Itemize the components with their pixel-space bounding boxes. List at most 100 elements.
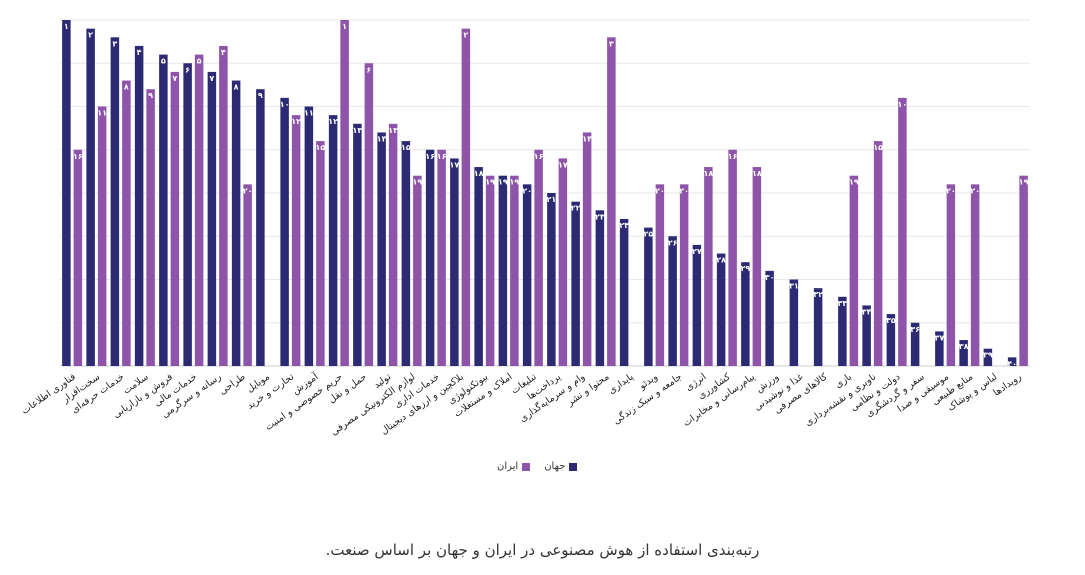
category-tick-label: رویدادها: [991, 371, 1024, 398]
bar-value-label-iran: ۱۶: [728, 152, 738, 161]
chart-legend: جهان ایران: [497, 461, 578, 472]
bar-iran: [946, 184, 956, 366]
bar-iran: [752, 167, 762, 366]
bar-world: [304, 106, 314, 366]
legend-label-iran: ایران: [497, 461, 519, 472]
bar-world: [207, 71, 217, 367]
bar-iran: [194, 54, 204, 366]
bar-value-label-iran: ۱۹: [485, 178, 495, 187]
bar-world: [838, 296, 847, 366]
bar-world: [425, 149, 435, 366]
bar-value-label-iran: ۱۸: [752, 169, 762, 178]
bar-world: [159, 54, 168, 366]
bar-value-label-world: ۷: [209, 74, 214, 83]
bar-world: [134, 45, 144, 366]
bar-iran: [582, 132, 592, 366]
bar-iran: [122, 80, 131, 367]
bar-iran: [97, 106, 107, 366]
bar-world: [692, 244, 702, 366]
bar-world: [377, 132, 386, 366]
bar-world: [522, 184, 532, 366]
bar-world: [668, 236, 677, 366]
bar-value-label-iran: ۲۰: [243, 186, 253, 195]
bar-value-label-world: ۱۸: [474, 169, 484, 178]
bar-value-label-iran: ۴: [221, 48, 226, 57]
bar-iran: [873, 141, 883, 366]
bar-value-label-iran: ۱۶: [73, 152, 83, 161]
bar-value-label-iran: ۱: [342, 22, 347, 31]
bar-value-label-iran: ۷: [172, 74, 177, 83]
bar-value-label-world: ۲۴: [619, 221, 629, 230]
bar-value-label-world: ۳۵: [886, 316, 896, 325]
bar-value-label-world: ۱۱: [304, 109, 314, 118]
legend-label-world: جهان: [544, 461, 566, 472]
bar-iran: [510, 175, 519, 366]
bar-world: [401, 141, 411, 366]
bar-world: [935, 331, 944, 366]
bar-iran: [146, 89, 155, 366]
bar-iran: [485, 175, 495, 366]
bar-value-label-iran: ۲: [463, 31, 468, 40]
bar-value-label-world: ۱۷: [449, 160, 459, 169]
bar-value-label-iran: ۱۹: [412, 178, 422, 187]
bar-value-label-iran: ۱۴: [582, 134, 592, 143]
bar-world: [644, 227, 653, 366]
bar-world: [62, 20, 71, 366]
bar-world: [474, 167, 483, 366]
bar-value-label-world: ۱۹: [498, 178, 508, 187]
bar-value-label-iran: ۱۹: [1019, 178, 1029, 187]
bar-value-label-world: ۳۲: [813, 290, 823, 299]
bar-world: [983, 348, 993, 366]
bar-iran: [704, 167, 713, 366]
bar-value-label-iran: ۱۱: [97, 109, 107, 118]
bar-iran: [340, 20, 349, 366]
bar-value-label-world: ۳۴: [862, 307, 872, 316]
bar-value-label-world: ۳۰: [765, 273, 775, 282]
bar-value-label-iran: ۱۵: [315, 143, 325, 152]
bar-value-label-iran: ۱۶: [437, 152, 447, 161]
bar-iran: [437, 149, 446, 366]
bar-iran: [898, 97, 907, 366]
bar-iran: [73, 149, 83, 366]
bar-value-label-world: ۱۵: [401, 143, 411, 152]
bar-value-label-world: ۳۱: [789, 282, 799, 291]
bar-value-label-iran: ۱۹: [509, 178, 519, 187]
bar-value-label-world: ۹: [258, 91, 263, 100]
bar-world: [886, 314, 896, 366]
bar-value-label-world: ۲۸: [716, 256, 726, 265]
bar-value-label-world: ۲۲: [571, 204, 581, 213]
bar-value-label-world: ۸: [234, 83, 239, 92]
bar-iran: [728, 149, 737, 366]
bar-value-label-iran: ۱۷: [558, 160, 568, 169]
bar-value-label-world: ۱۳: [352, 126, 362, 135]
bar-iran: [1019, 175, 1028, 366]
bar-value-label-world: ۳۸: [959, 342, 969, 351]
bar-value-label-iran: ۱۵: [873, 143, 883, 152]
bar-value-label-world: ۴۰: [1007, 359, 1017, 368]
bar-value-label-world: ۳۷: [934, 333, 944, 342]
bar-iran: [291, 115, 301, 367]
bar-world: [571, 201, 580, 366]
bar-world: [789, 279, 799, 366]
bar-iran: [655, 184, 665, 366]
figure-caption: رتبه‌بندی استفاده از هوش مصنوعی در ایران…: [325, 541, 760, 559]
bar-world: [110, 37, 120, 367]
bar-iran: [607, 37, 616, 367]
bar-world: [328, 115, 338, 367]
bar-iran: [413, 175, 422, 366]
bar-iran: [219, 45, 228, 366]
bar-world: [910, 322, 920, 366]
bar-world: [862, 305, 871, 366]
bar-world: [280, 97, 289, 366]
bar-value-label-iran: ۶: [366, 65, 371, 74]
bar-value-label-iran: ۱۹: [849, 178, 859, 187]
bar-world: [256, 89, 265, 366]
legend-swatch-iran: [522, 462, 531, 471]
bar-value-label-world: ۱۶: [425, 152, 435, 161]
bar-value-label-world: ۲۷: [692, 247, 702, 256]
bar-value-label-iran: ۲۰: [946, 186, 956, 195]
bar-value-label-world: ۳۳: [837, 299, 847, 308]
bar-world: [741, 262, 750, 366]
bar-value-label-iran: ۳: [609, 39, 614, 48]
